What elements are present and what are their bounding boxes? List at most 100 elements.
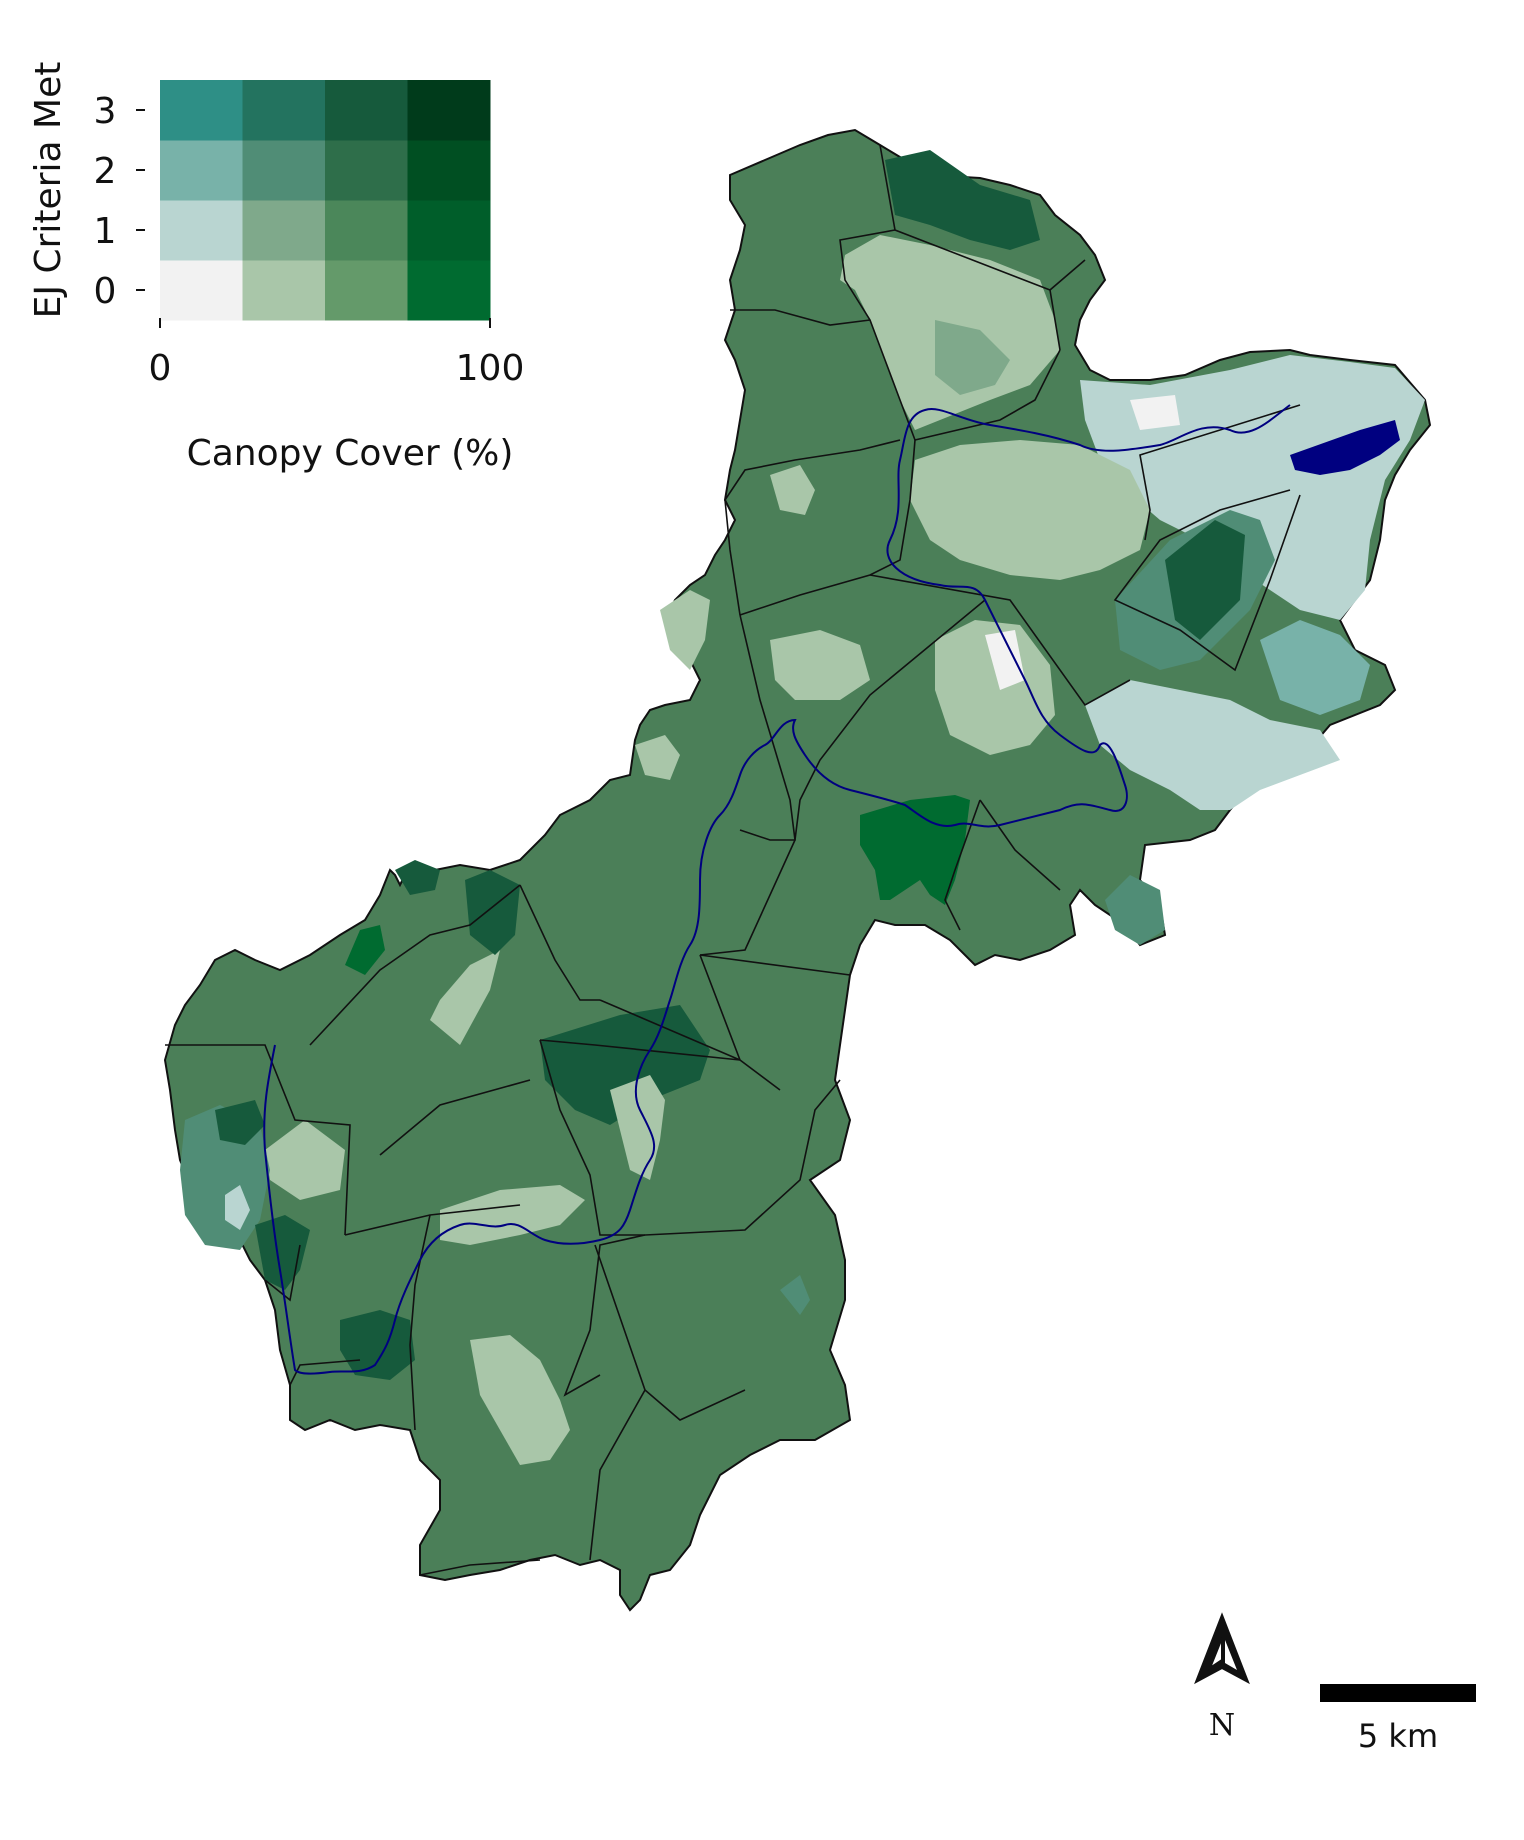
zone-light-west [430,950,500,1045]
legend-cell-ej0-canopy3 [407,260,491,321]
region-landmass [163,128,1432,1612]
zone-light-west-2 [265,1120,345,1200]
zone-dark-northwest-tip [395,860,440,895]
scale-bar-line [1320,1684,1476,1702]
bivariate-legend: 3 2 1 0 EJ Criteria Met 0 100 Canopy Cov… [28,62,524,474]
boundary-line [165,1044,351,1236]
boundary-line [309,884,521,1046]
zone-dark-central [540,1005,710,1125]
zone-teal-south-east [780,1275,810,1315]
zone-light-south-1 [470,1335,570,1465]
x-tick-100-label: 100 [456,348,525,389]
boundary-line [739,439,916,616]
legend-cell-ej1-canopy1 [242,200,326,261]
north-arrow-label: N [1209,1708,1235,1743]
district-patches [180,465,970,1465]
legend-cell-ej2-canopy1 [242,140,326,201]
boundary-line [730,309,871,326]
legend-cell-ej0-canopy0 [160,260,243,321]
north-arrow: N [1194,1612,1250,1743]
municipal-boundaries [165,144,1301,1576]
boundary-line [724,439,901,616]
boundary-line [1049,259,1086,351]
zone-dark-east [1165,520,1245,640]
zone-light-central [910,440,1150,580]
legend-cell-ej1-canopy3 [407,200,491,261]
zone-dark-west [255,1215,310,1290]
river [263,404,1291,1375]
boundary-line [264,1244,301,1302]
boundary-line [739,614,796,841]
zone-light-center-2 [770,465,815,515]
zone-dark-northwest [465,870,520,955]
zone-teal-border [1105,875,1165,945]
legend-grid [160,80,491,321]
boundary-line [1139,404,1301,541]
boundary-line [519,884,600,1001]
boundary-line [944,799,981,931]
legend-cell-ej0-canopy2 [325,260,408,321]
zone-light-south [935,620,1055,755]
zone-light-southwest-band [440,1185,585,1245]
legend-cell-ej3-canopy1 [242,80,326,141]
zone-light-north-west [660,590,710,670]
legend-y-label: EJ Criteria Met [28,62,69,319]
boundary-line [699,839,796,956]
zone-dark-southwest [340,1310,415,1380]
legend-cell-ej3-canopy0 [160,80,243,141]
zone-dark-north [885,150,1040,250]
north-arrow-inner-icon [1225,1640,1237,1670]
region-map [163,128,1432,1612]
boundary-line [594,1244,746,1421]
legend-cell-ej2-canopy2 [325,140,408,201]
zone-teal-southeast [1260,620,1370,715]
boundary-line [409,1214,431,1431]
legend-x-axis: 0 100 Canopy Cover (%) [149,318,525,474]
legend-cell-ej1-canopy2 [325,200,408,261]
legend-cell-ej3-canopy2 [325,80,408,141]
boundary-line [589,1389,646,1561]
boundary-line [419,1559,541,1576]
bay [1290,420,1400,475]
boundary-line [379,1079,531,1156]
zone-darkgreen-west-edge [345,925,385,975]
zone-light-center-north [770,630,870,700]
boundary-line [739,599,986,841]
zone-darkgreen-south-central [860,795,970,905]
scale-bar-label: 5 km [1358,1717,1438,1755]
zone-pale-southeast [1085,680,1340,810]
boundary-line [1113,489,1301,672]
y-tick-3-label: 3 [94,91,117,132]
zone-teal-north [935,320,1010,395]
boundary-line [539,1039,645,1236]
zone-white-east [1130,395,1180,430]
y-tick-0-label: 0 [94,271,117,312]
legend-cell-ej2-canopy3 [407,140,491,201]
north-arrow-icon [1194,1612,1250,1685]
boundary-line [289,1359,361,1386]
boundary-line [869,574,1131,707]
boundary-line [539,999,741,1061]
legend-cell-ej0-canopy1 [242,260,326,321]
boundary-line [699,954,851,976]
urban-area-northeast [840,150,1425,945]
scale-bar: 5 km [1320,1684,1476,1755]
zone-pale-west [225,1185,250,1230]
zone-light-west-north [635,735,680,780]
legend-cell-ej2-canopy0 [160,140,243,201]
boundary-line [644,1079,841,1236]
y-tick-1-label: 1 [94,211,117,252]
y-tick-2-label: 2 [94,151,117,192]
legend-cell-ej1-canopy0 [160,200,243,261]
zone-light-central-west [610,1075,665,1180]
boundary-line [563,1234,646,1397]
zone-dark-west-upper [215,1100,265,1145]
legend-y-axis: 3 2 1 0 EJ Criteria Met [28,62,145,319]
legend-x-label: Canopy Cover (%) [187,433,514,474]
x-tick-0-label: 0 [149,348,172,389]
legend-cell-ej3-canopy3 [407,80,491,141]
boundary-line [979,799,1061,891]
boundary-line [914,349,1061,441]
zone-white-central [985,630,1025,690]
